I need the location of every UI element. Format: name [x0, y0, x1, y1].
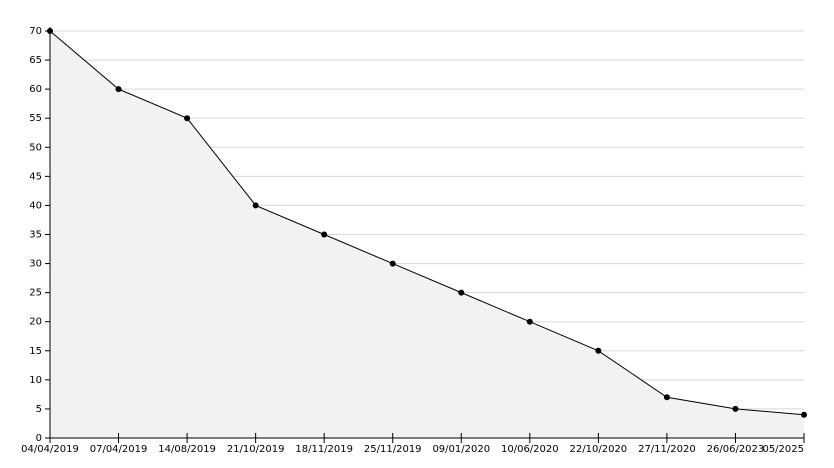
x-tick-label: 21/10/2019 — [227, 444, 285, 455]
marker — [321, 231, 328, 238]
y-tick-label: 15 — [29, 346, 42, 357]
y-tick-label: 45 — [29, 171, 42, 182]
x-tick-label: 04/04/2019 — [21, 444, 79, 455]
y-tick-label: 70 — [29, 26, 42, 37]
x-tick-label: 14/08/2019 — [158, 444, 216, 455]
y-tick-label: 0 — [36, 433, 42, 444]
x-tick-label: 27/11/2020 — [638, 444, 696, 455]
y-tick-label: 5 — [36, 404, 42, 415]
x-tick-label: 05/2025 — [762, 444, 804, 455]
y-tick-label: 30 — [29, 259, 42, 270]
x-tick-label: 18/11/2019 — [295, 444, 353, 455]
y-tick-label: 40 — [29, 200, 42, 211]
y-tick-label: 10 — [29, 375, 42, 386]
x-tick-label: 22/10/2020 — [570, 444, 628, 455]
area-fill — [50, 31, 804, 438]
marker — [184, 115, 191, 122]
y-tick-label: 65 — [29, 55, 42, 66]
y-tick-label: 55 — [29, 113, 42, 124]
marker — [595, 347, 602, 354]
marker — [732, 405, 739, 412]
marker — [458, 289, 465, 296]
marker — [389, 260, 396, 267]
marker — [115, 86, 122, 93]
x-tick-label: 09/01/2020 — [432, 444, 490, 455]
y-tick-label: 20 — [29, 317, 42, 328]
y-tick-label: 35 — [29, 230, 42, 241]
marker — [663, 394, 670, 401]
x-tick-label: 25/11/2019 — [364, 444, 422, 455]
y-tick-label: 25 — [29, 288, 42, 299]
x-tick-label: 07/04/2019 — [90, 444, 148, 455]
x-tick-label: 26/06/2023 — [707, 444, 765, 455]
marker — [252, 202, 259, 209]
y-tick-label: 60 — [29, 84, 42, 95]
marker — [801, 411, 807, 418]
x-tick-label: 10/06/2020 — [501, 444, 559, 455]
y-tick-label: 50 — [29, 142, 42, 153]
line — [49, 30, 805, 416]
marker — [526, 318, 533, 325]
